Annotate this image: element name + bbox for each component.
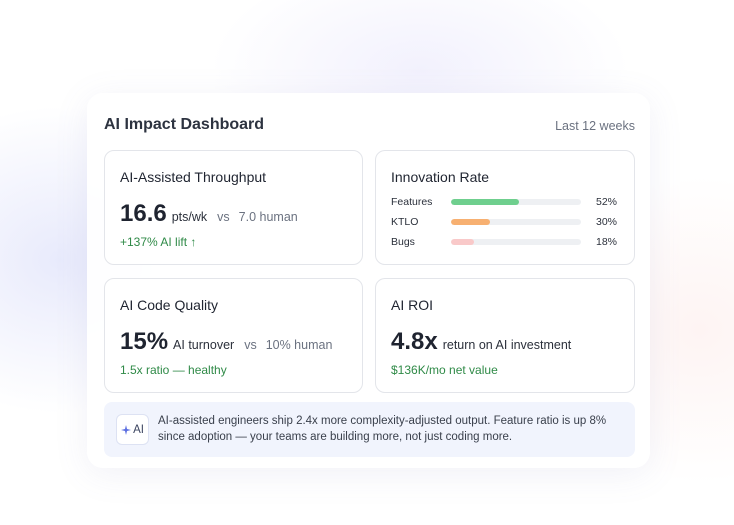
innovation-bar-track (451, 219, 581, 225)
innovation-bar-fill-bugs (451, 239, 475, 245)
roi-net-value: $136K/mo net value (391, 363, 498, 377)
throughput-metric: 16.6 pts/wk vs 7.0 human (120, 200, 298, 228)
innovation-row-pct: 18% (595, 236, 617, 248)
code-quality-card: AI Code Quality 15% AI turnover vs 10% h… (104, 278, 363, 393)
code-quality-value: 15% (120, 328, 169, 355)
innovation-card: Innovation Rate Features 52% KTLO 30% Bu… (375, 150, 635, 265)
code-quality-unit: AI turnover (173, 338, 235, 352)
roi-metric: 4.8x return on AI investment (391, 328, 571, 356)
dashboard-title: AI Impact Dashboard (104, 116, 265, 133)
ai-insight-banner: AI AI-assisted engineers ship 2.4x more … (104, 402, 635, 457)
innovation-row-ktlo: KTLO 30% (391, 215, 617, 229)
innovation-bar-fill-ktlo (451, 219, 490, 225)
roi-title: AI ROI (391, 297, 434, 313)
innovation-row-label: Features (391, 196, 433, 208)
ai-insight-text: AI-assisted engineers ship 2.4x more com… (158, 415, 607, 443)
innovation-bar-fill-features (451, 199, 519, 205)
sparkle-icon (121, 424, 132, 435)
throughput-title: AI-Assisted Throughput (120, 169, 267, 185)
throughput-lift: +137% AI lift ↑ (120, 235, 197, 249)
roi-card: AI ROI 4.8x return on AI investment $136… (375, 278, 635, 393)
throughput-vs: vs (217, 210, 230, 224)
innovation-row-label: KTLO (391, 216, 419, 228)
throughput-value: 16.6 (120, 200, 167, 227)
date-range-label[interactable]: Last 12 weeks (555, 119, 635, 133)
ai-badge: AI (116, 414, 149, 445)
innovation-bar-track (451, 199, 581, 205)
roi-value: 4.8x (391, 328, 438, 355)
code-quality-title: AI Code Quality (120, 297, 219, 313)
innovation-row-pct: 30% (595, 216, 617, 228)
innovation-bar-track (451, 239, 581, 245)
code-quality-comparison: 10% human (265, 338, 333, 352)
innovation-row-bugs: Bugs 18% (391, 235, 617, 249)
code-quality-metric: 15% AI turnover vs 10% human (120, 328, 332, 356)
roi-unit: return on AI investment (442, 338, 572, 352)
code-quality-vs: vs (244, 338, 257, 352)
code-quality-ratio: 1.5x ratio — healthy (120, 363, 227, 377)
throughput-unit: pts/wk (171, 210, 208, 224)
innovation-row-pct: 52% (595, 196, 617, 208)
throughput-comparison: 7.0 human (238, 210, 298, 224)
innovation-row-label: Bugs (391, 236, 415, 248)
innovation-row-features: Features 52% (391, 195, 617, 209)
innovation-title: Innovation Rate (391, 169, 490, 185)
throughput-card: AI-Assisted Throughput 16.6 pts/wk vs 7.… (104, 150, 363, 265)
ai-badge-label: AI (133, 423, 144, 436)
